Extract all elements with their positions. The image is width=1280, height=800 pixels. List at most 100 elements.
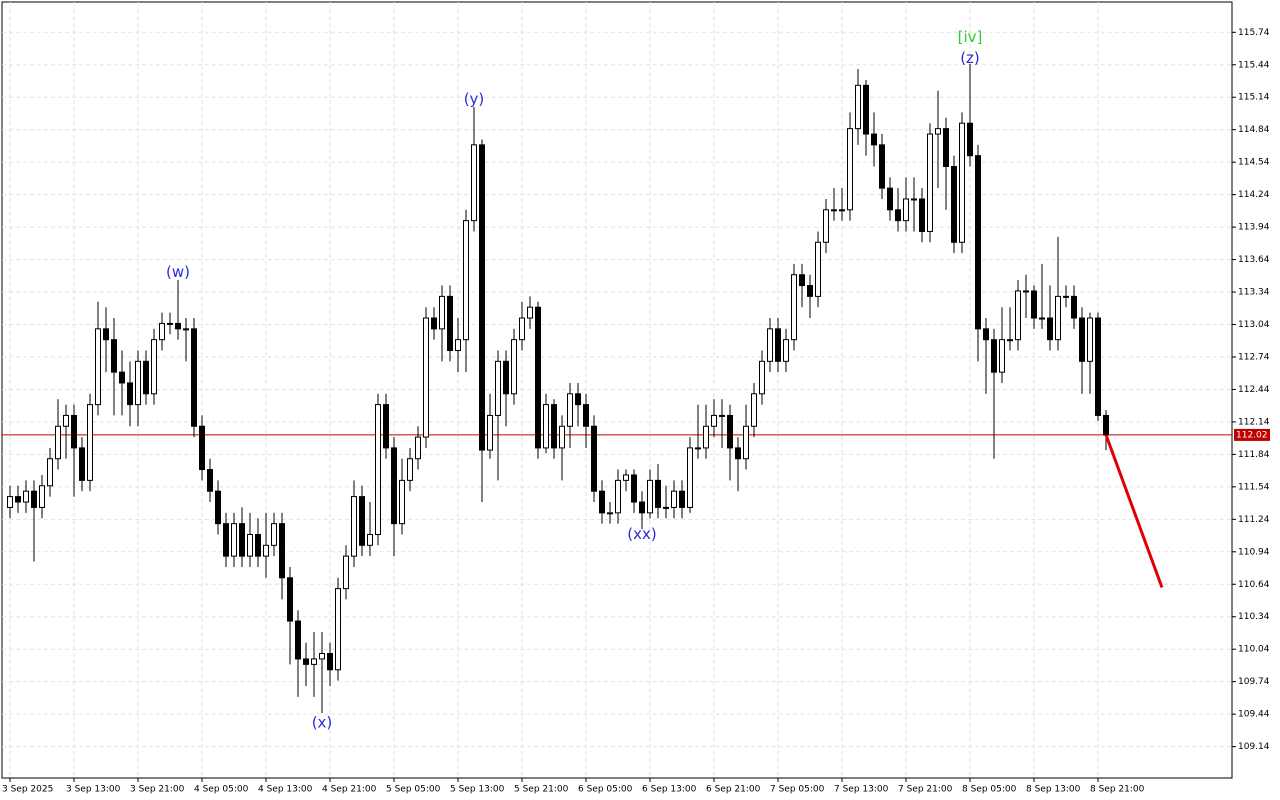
candle-body <box>863 84 869 135</box>
candle-body <box>575 393 581 406</box>
y-tick-label: 115.14 <box>1238 93 1270 103</box>
candle-body <box>143 360 149 395</box>
y-tick-label: 111.24 <box>1238 515 1270 525</box>
candle-body <box>879 144 885 189</box>
candle-body <box>375 404 381 535</box>
wave-label: (y) <box>464 90 485 108</box>
candle-body <box>1055 295 1061 341</box>
candle-body <box>287 577 293 622</box>
candle-body <box>647 479 653 514</box>
candle-body <box>1047 317 1053 341</box>
candle-body <box>127 382 133 406</box>
candle-body <box>1015 290 1021 341</box>
x-tick-label: 8 Sep 13:00 <box>1026 785 1081 795</box>
x-tick-label: 6 Sep 21:00 <box>706 785 761 795</box>
candle-body <box>583 404 589 427</box>
candle-body <box>311 658 317 665</box>
x-tick-label: 3 Sep 2025 <box>2 785 53 795</box>
candle-body <box>455 339 461 351</box>
candle-body <box>839 209 845 212</box>
candle-body <box>1103 414 1109 436</box>
x-tick-label: 4 Sep 05:00 <box>194 785 249 795</box>
candle-body <box>503 360 509 395</box>
candle-body <box>623 474 629 481</box>
candle-body <box>263 544 269 557</box>
candle-body <box>207 469 213 492</box>
candle-body <box>159 322 165 341</box>
x-tick-label: 6 Sep 13:00 <box>642 785 697 795</box>
candle-body <box>183 328 189 331</box>
y-tick-label: 109.14 <box>1238 742 1270 752</box>
candle-body <box>759 360 765 395</box>
candle-body <box>655 479 661 508</box>
candle-body <box>279 523 285 579</box>
x-tick-label: 6 Sep 05:00 <box>578 785 633 795</box>
candle-body <box>679 490 685 508</box>
candle-body <box>1039 317 1045 320</box>
candle-body <box>695 447 701 450</box>
candle-body <box>951 166 957 243</box>
candle-body <box>303 658 309 665</box>
x-tick-label: 7 Sep 05:00 <box>770 785 825 795</box>
y-tick-label: 112.44 <box>1238 385 1270 395</box>
y-tick-label: 115.74 <box>1238 28 1270 38</box>
candle-body <box>63 414 69 427</box>
x-tick-label: 3 Sep 13:00 <box>66 785 121 795</box>
candle-body <box>663 506 669 509</box>
candle-body <box>1087 317 1093 362</box>
candle-body <box>735 447 741 460</box>
x-tick-label: 3 Sep 21:00 <box>130 785 185 795</box>
last-price-label: 112.02 <box>1236 430 1268 440</box>
x-tick-label: 5 Sep 13:00 <box>450 785 505 795</box>
candle-body <box>31 490 37 508</box>
candle-body <box>487 414 493 451</box>
candle-body <box>135 360 141 406</box>
y-tick-label: 110.64 <box>1238 580 1270 590</box>
candle-body <box>551 404 557 449</box>
candle-body <box>911 198 917 201</box>
x-tick-label: 8 Sep 21:00 <box>1090 785 1145 795</box>
candle-body <box>239 523 245 557</box>
candle-body <box>895 209 901 222</box>
candle-body <box>703 425 709 449</box>
candle-body <box>527 306 533 319</box>
candle-body <box>751 393 757 427</box>
y-tick-label: 113.04 <box>1238 320 1270 330</box>
candle-body <box>831 209 837 212</box>
candle-body <box>919 198 925 232</box>
y-tick-label: 110.94 <box>1238 547 1270 557</box>
candle-body <box>1031 290 1037 319</box>
candle-body <box>823 209 829 243</box>
candle-body <box>959 122 965 243</box>
candle-body <box>599 490 605 514</box>
candle-body <box>295 620 301 660</box>
candle-body <box>791 274 797 341</box>
x-tick-label: 4 Sep 21:00 <box>322 785 377 795</box>
candle-body <box>399 479 405 525</box>
candle-body <box>415 436 421 460</box>
candle-body <box>47 458 53 487</box>
x-tick-label: 5 Sep 21:00 <box>514 785 569 795</box>
candle-body <box>255 533 261 557</box>
y-tick-label: 110.34 <box>1238 612 1270 622</box>
candle-body <box>855 84 861 130</box>
candle-body <box>607 512 613 515</box>
y-tick-label: 114.54 <box>1238 158 1270 168</box>
candle-body <box>175 322 181 330</box>
candle-body <box>79 447 85 481</box>
candle-body <box>783 339 789 362</box>
x-tick-label: 7 Sep 21:00 <box>898 785 953 795</box>
candle-body <box>327 653 333 671</box>
candle-body <box>151 339 157 395</box>
candle-body <box>711 414 717 427</box>
candle-body <box>271 523 277 546</box>
wave-label: (x) <box>312 713 333 731</box>
candle-body <box>7 496 13 508</box>
candle-body <box>383 404 389 449</box>
candle-body <box>319 653 325 660</box>
candle-body <box>335 588 341 671</box>
candle-body <box>1063 295 1069 298</box>
candle-body <box>639 501 645 514</box>
candle-body <box>687 447 693 508</box>
candle-body <box>463 220 469 341</box>
